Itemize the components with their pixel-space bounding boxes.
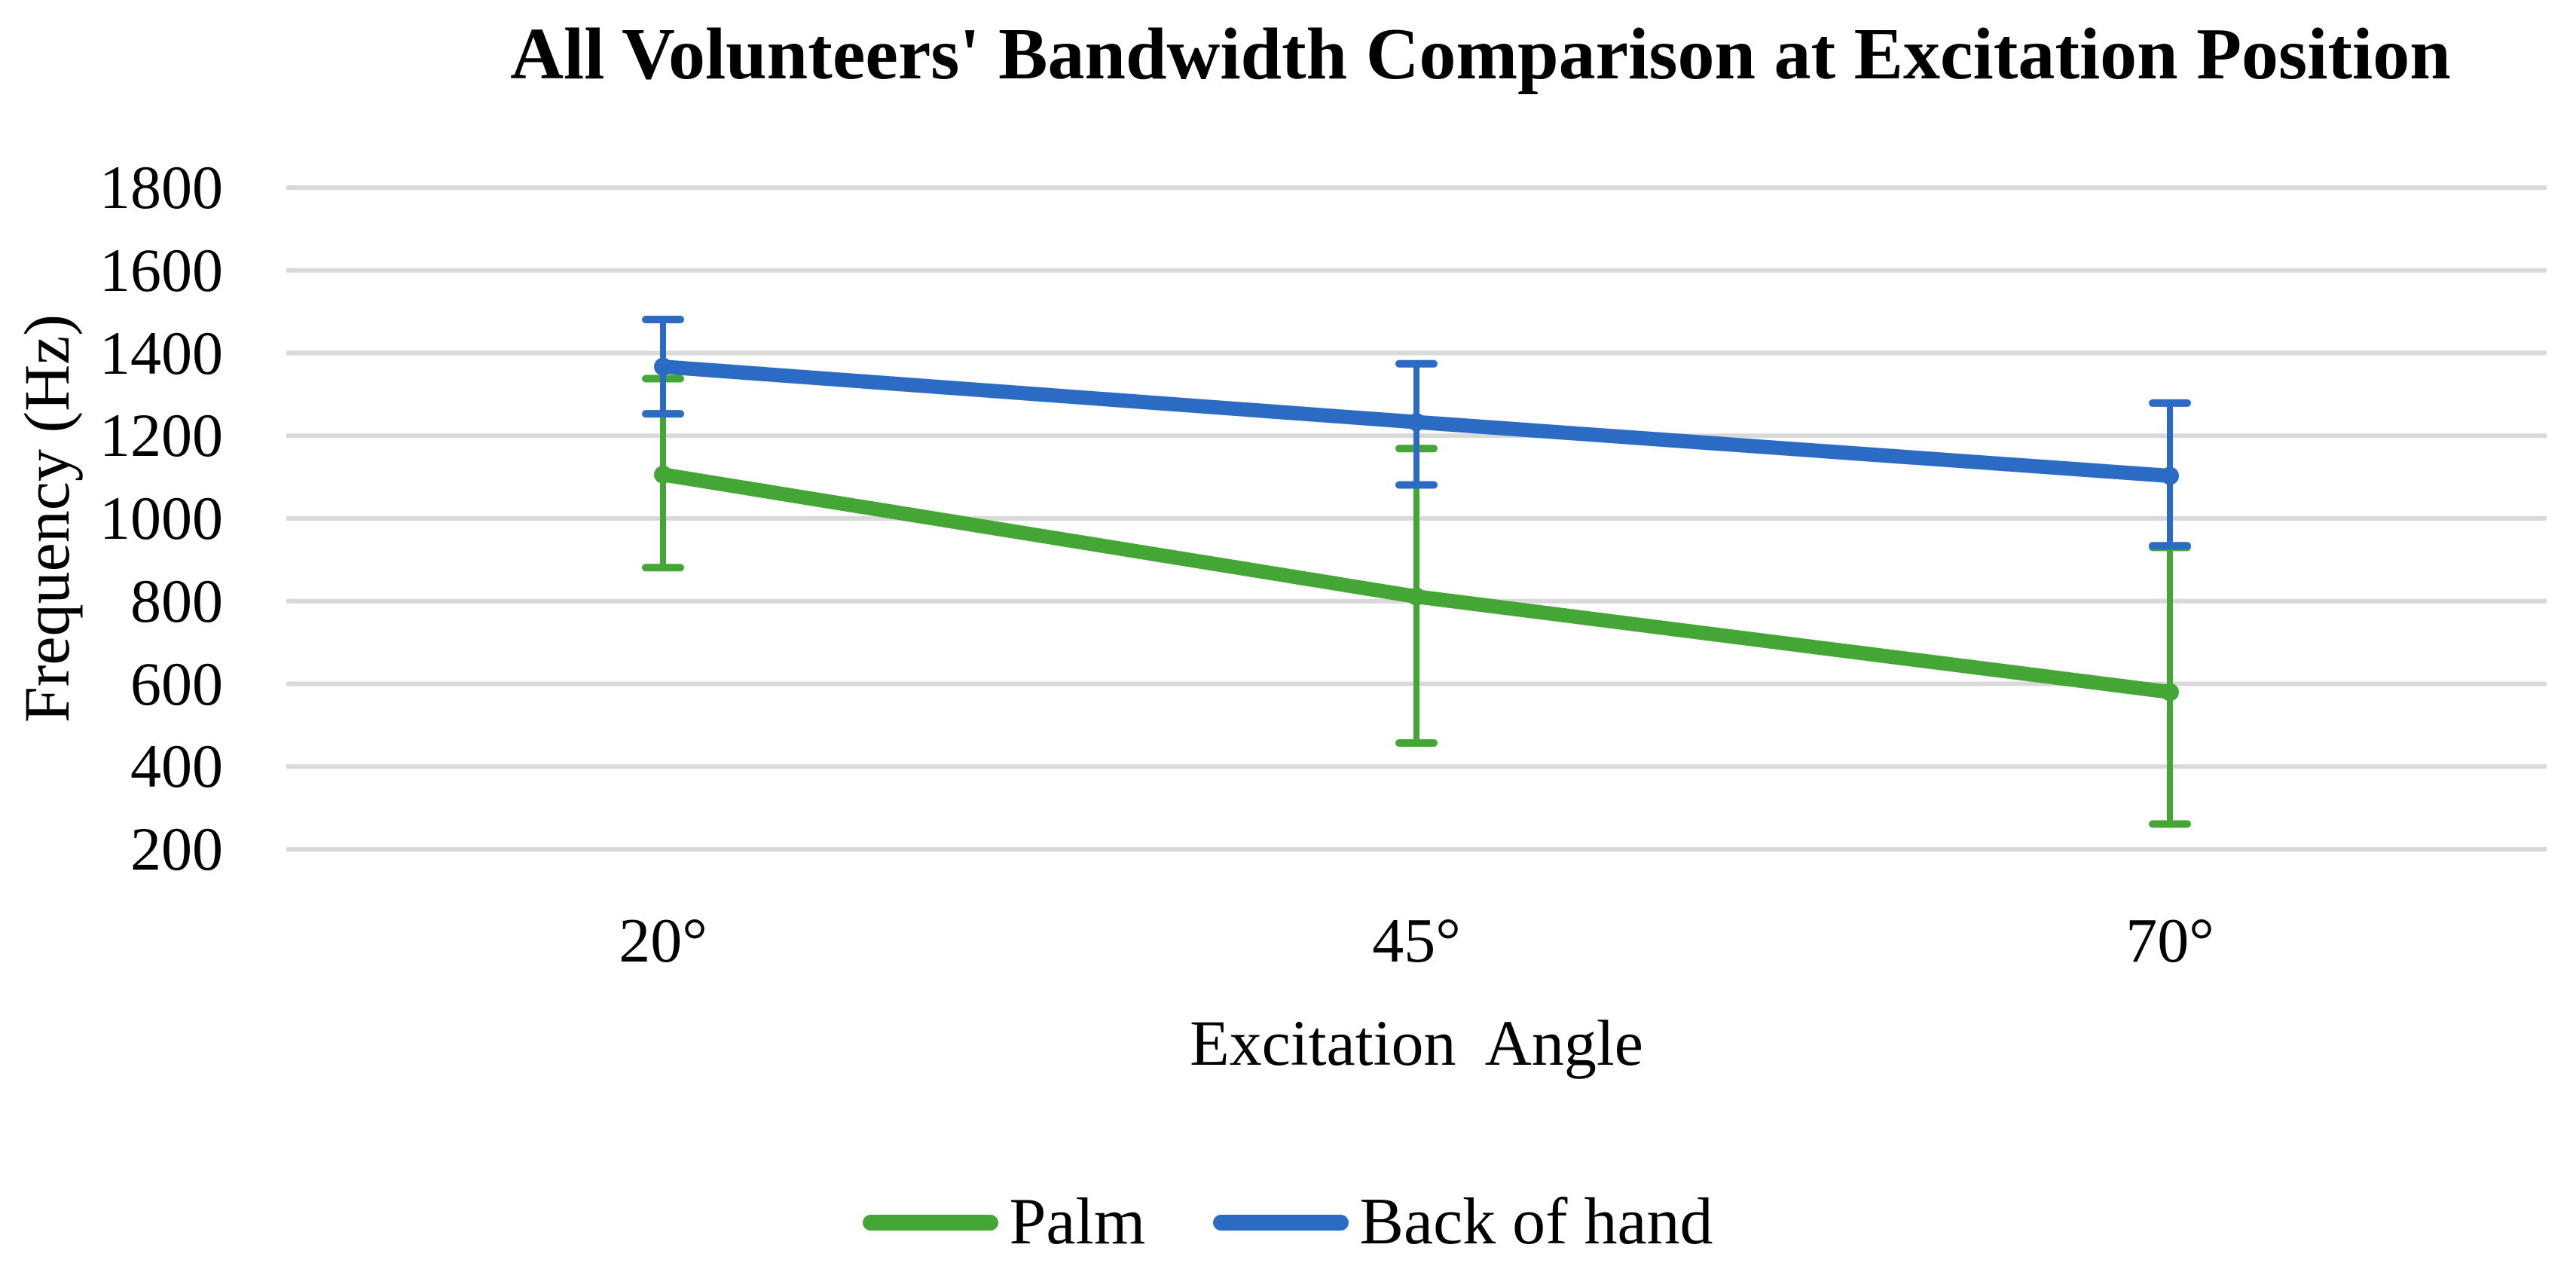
data-point-marker-palm xyxy=(1407,587,1426,606)
y-tick-label: 1800 xyxy=(99,153,223,222)
legend-item-back-of-hand: Back of hand xyxy=(1213,1183,1713,1261)
data-point-marker-back-of-hand xyxy=(1407,413,1426,432)
x-tick-label: 45° xyxy=(1372,906,1461,976)
x-tick-label: 70° xyxy=(2125,906,2214,976)
legend: Palm Back of hand xyxy=(0,1183,2576,1261)
x-tick-label: 20° xyxy=(619,906,707,976)
y-tick-label: 200 xyxy=(130,815,223,883)
y-tick-label: 600 xyxy=(130,649,223,718)
y-tick-label: 1200 xyxy=(99,401,223,470)
y-tick-label: 1000 xyxy=(99,484,223,552)
data-point-marker-back-of-hand xyxy=(654,357,672,376)
palm-series-swatch xyxy=(863,1214,999,1231)
y-tick-label: 400 xyxy=(130,732,223,801)
legend-label-palm: Palm xyxy=(1009,1185,1146,1258)
y-tick-label: 800 xyxy=(130,566,223,635)
chart-title: All Volunteers' Bandwidth Comparison at … xyxy=(510,14,2451,95)
x-axis-title: Excitation Angle xyxy=(1190,1007,1643,1079)
data-point-marker-back-of-hand xyxy=(2161,466,2179,485)
legend-label-back-of-hand: Back of hand xyxy=(1359,1185,1713,1258)
data-point-marker-palm xyxy=(654,465,672,484)
data-point-marker-palm xyxy=(2161,683,2179,702)
y-tick-label: 1400 xyxy=(99,318,223,387)
back-of-hand-series-swatch xyxy=(1213,1214,1349,1231)
legend-item-palm: Palm xyxy=(863,1183,1145,1261)
y-tick-label: 1600 xyxy=(99,235,223,304)
